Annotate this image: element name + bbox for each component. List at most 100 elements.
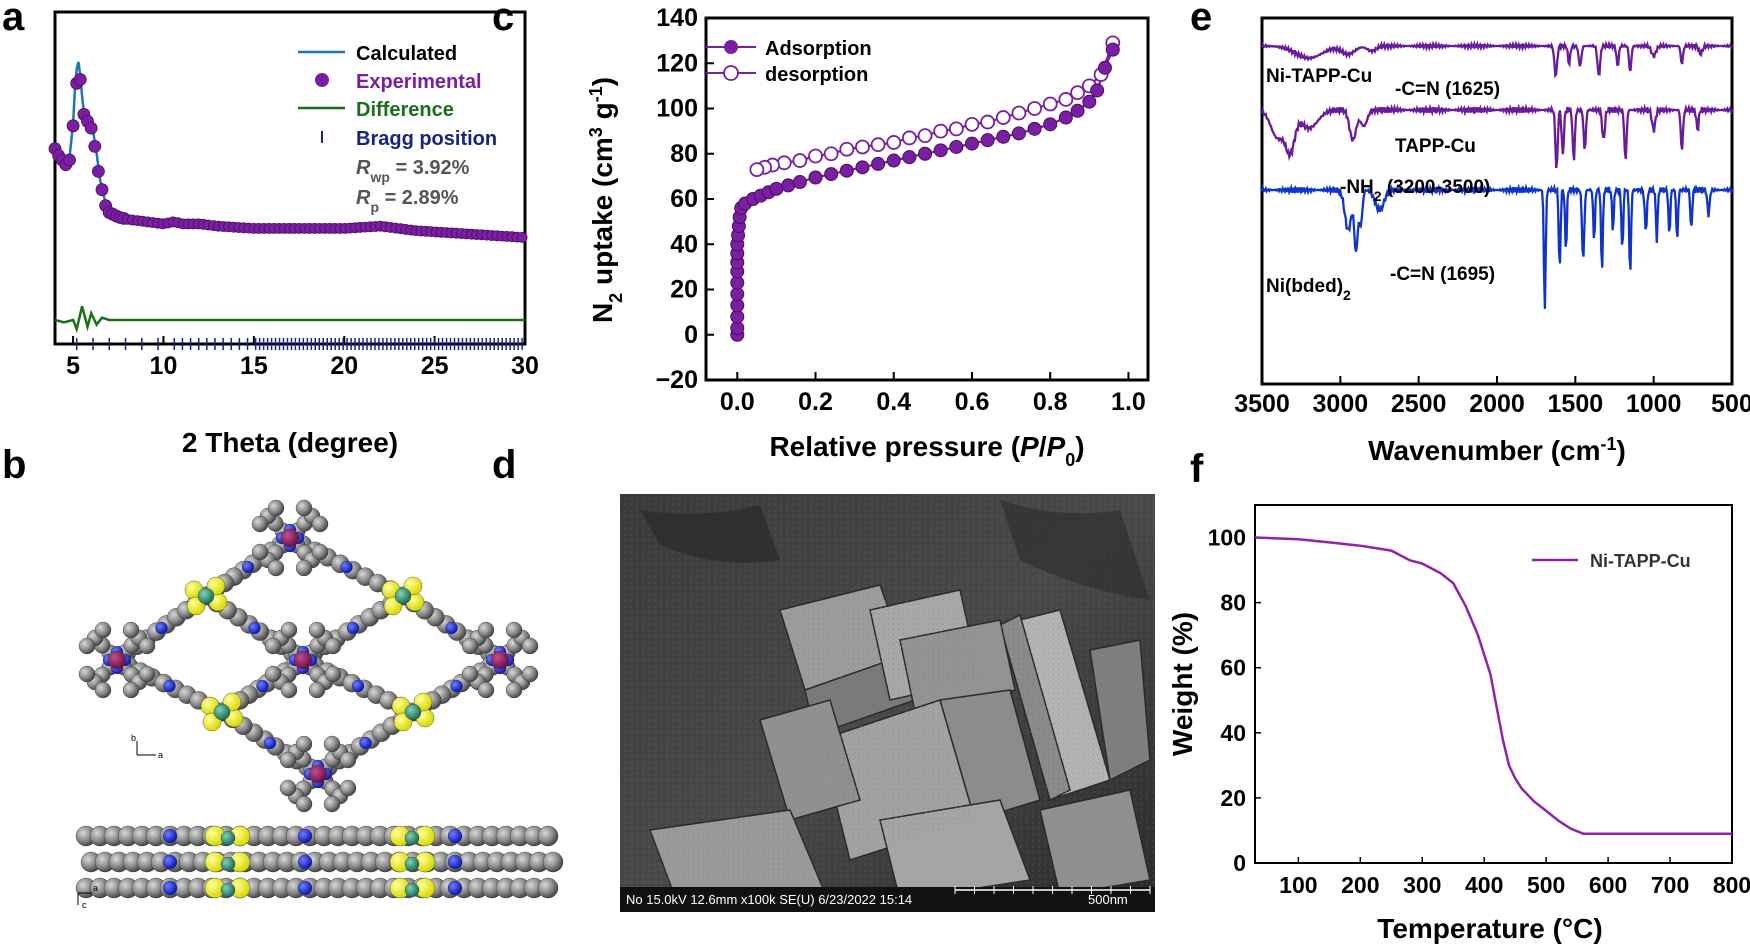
carbon-atom xyxy=(477,681,495,699)
panel-label-f: f xyxy=(1190,447,1204,491)
x-tick-label: 400 xyxy=(1465,872,1503,898)
desorption-point xyxy=(870,137,886,153)
desorption-point xyxy=(808,148,823,164)
legend-bragg-label: Bragg position xyxy=(356,128,497,150)
carbon-atom xyxy=(308,681,326,699)
carbon-atom xyxy=(521,665,539,683)
experimental-point xyxy=(95,183,109,197)
nickel-center xyxy=(220,856,236,872)
y-tick-label: 40 xyxy=(1220,720,1246,746)
sem-scale-bar xyxy=(954,886,1151,894)
x-tick-label: 700 xyxy=(1651,872,1689,898)
adsorption-point xyxy=(1027,121,1042,136)
carbon-atom xyxy=(279,751,297,769)
x-tick-label: 0.2 xyxy=(798,388,833,416)
x-tick-label: 20 xyxy=(330,352,358,380)
carbon-atom xyxy=(138,665,156,683)
carbon-atom xyxy=(311,543,329,561)
x-tick-label: 500 xyxy=(1711,390,1750,418)
desorption-point xyxy=(964,116,980,132)
adsorption-point xyxy=(949,139,964,154)
ftir-ni-bded-spectrum xyxy=(1260,183,1734,309)
y-tick-label: 80 xyxy=(670,140,698,168)
x-tick-label: 2000 xyxy=(1469,390,1525,418)
label-tapp-cu: TAPP-Cu xyxy=(1395,136,1476,157)
experimental-point xyxy=(73,73,87,86)
x-tick-label: 100 xyxy=(1279,872,1317,898)
label-nh2: -NH2 (3200-3500) xyxy=(1340,177,1490,204)
rp-annotation: Rp = 2.89% xyxy=(356,187,459,215)
carbon-atom xyxy=(339,751,357,769)
x-tick-label: 3500 xyxy=(1234,390,1290,418)
panel-c-x-axis-title: Relative pressure (P/P0) xyxy=(769,431,1084,470)
nitrogen-atom xyxy=(162,880,178,896)
legend-experimental-swatch xyxy=(315,73,329,87)
carbon-atom xyxy=(324,665,342,683)
panel-c-y-axis-title: N2 uptake (cm3 g-1) xyxy=(586,77,626,323)
adsorption-point xyxy=(871,156,886,171)
desorption-point xyxy=(749,162,765,177)
nitrogen-atom xyxy=(297,828,313,844)
axis-label-c-bottom: c xyxy=(82,900,87,910)
axis-label-a: a xyxy=(158,750,163,760)
carbon-atom xyxy=(308,621,326,639)
legend-adsorption-marker xyxy=(724,40,738,54)
metal-center xyxy=(490,650,510,670)
nitrogen-atom xyxy=(162,854,178,870)
adsorption-point xyxy=(933,143,948,158)
x-tick-label: 2500 xyxy=(1391,390,1447,418)
panel-a-experimental-points xyxy=(48,73,528,243)
carbon-atom xyxy=(295,559,313,577)
label-cn-1695: -C=N (1695) xyxy=(1390,264,1495,285)
x-tick-label: 0.8 xyxy=(1033,388,1068,416)
adsorption-point xyxy=(1090,83,1105,98)
crystal-structure-view xyxy=(75,499,564,899)
adsorption-point xyxy=(808,170,823,185)
sem-info-bar xyxy=(620,887,1155,912)
y-tick-label: 20 xyxy=(670,276,698,304)
nitrogen-atom xyxy=(256,679,269,693)
experimental-point xyxy=(84,121,98,135)
axis-label-b: b xyxy=(131,733,136,743)
experimental-point xyxy=(88,139,102,153)
panel-c-adsorption-points xyxy=(730,42,1120,342)
carbon-atom xyxy=(94,621,112,639)
nitrogen-atom xyxy=(155,621,168,635)
desorption-point xyxy=(948,121,964,137)
adsorption-point xyxy=(1070,103,1085,118)
x-tick-label: 3000 xyxy=(1313,390,1369,418)
desorption-point xyxy=(933,123,949,139)
adsorption-point xyxy=(1058,110,1073,125)
legend-calculated-label: Calculated xyxy=(356,43,457,65)
panel-a-difference-line xyxy=(54,305,525,334)
carbon-atom xyxy=(311,515,329,533)
adsorption-point xyxy=(769,181,784,196)
rwp-annotation: Rwp = 3.92% xyxy=(356,157,470,185)
nitrogen-atom xyxy=(297,880,313,896)
nickel-center xyxy=(404,882,420,898)
carbon-atom xyxy=(521,637,539,655)
label-ni-bded: Ni(bded)2 xyxy=(1266,276,1351,303)
desorption-point xyxy=(995,110,1011,125)
panel-label-b: b xyxy=(2,443,26,487)
panel-e-x-axis-title: Wavenumber (cm-1) xyxy=(1368,434,1626,466)
x-tick-label: 0.6 xyxy=(955,388,990,416)
adsorption-point xyxy=(980,133,995,148)
nitrogen-atom xyxy=(163,679,176,693)
nickel-center xyxy=(220,882,236,898)
y-tick-label: 60 xyxy=(670,185,698,213)
label-cn-1625: -C=N (1625) xyxy=(1395,79,1500,100)
adsorption-point xyxy=(792,175,807,190)
x-tick-label: 300 xyxy=(1403,872,1441,898)
desorption-point xyxy=(1027,101,1042,116)
carbon-atom xyxy=(339,779,357,797)
x-tick-label: 0.4 xyxy=(876,388,911,416)
carbon-atom xyxy=(477,621,495,639)
desorption-point xyxy=(855,139,870,155)
nitrogen-atom xyxy=(447,880,463,896)
desorption-point xyxy=(901,130,917,146)
carbon-atom xyxy=(295,499,313,517)
carbon-atom xyxy=(94,681,112,699)
x-tick-label: 600 xyxy=(1589,872,1627,898)
